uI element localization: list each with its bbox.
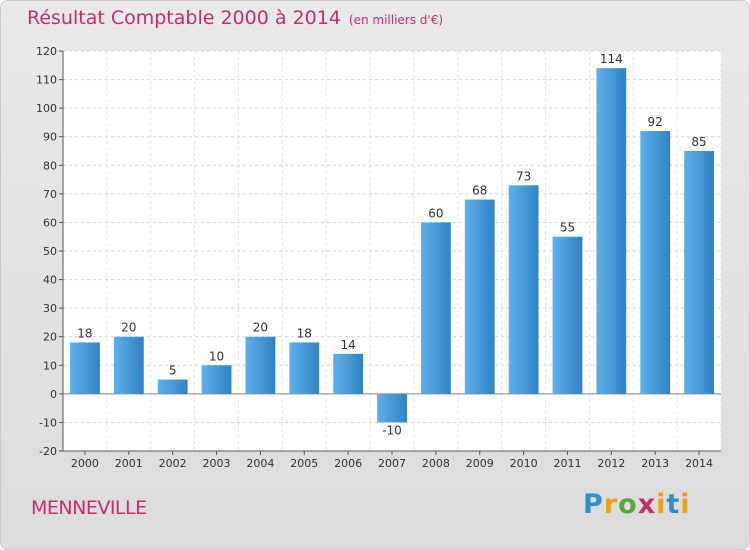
- data-label: 114: [600, 52, 623, 66]
- chart-title: Résultat Comptable 2000 à 2014 (en millie…: [27, 7, 443, 29]
- data-label: 14: [340, 338, 355, 352]
- logo-letter: i: [656, 489, 667, 520]
- y-tick-label: 40: [43, 274, 57, 287]
- data-label: 73: [516, 169, 531, 183]
- x-tick-label: 2001: [115, 457, 143, 470]
- x-tick-label: 2009: [466, 457, 494, 470]
- data-label: 55: [560, 221, 575, 235]
- y-tick-label: 70: [43, 188, 57, 201]
- y-tick-label: 100: [36, 102, 57, 115]
- x-tick-label: 2000: [71, 457, 99, 470]
- bar: [113, 336, 144, 394]
- data-label: 18: [77, 326, 92, 340]
- y-tick-label: 50: [43, 245, 57, 258]
- data-label: 20: [253, 321, 268, 335]
- x-tick-label: 2011: [553, 457, 581, 470]
- bar: [333, 353, 364, 394]
- y-tick-label: 10: [43, 359, 57, 372]
- data-label: 18: [297, 326, 312, 340]
- data-label: 20: [121, 321, 136, 335]
- data-label: 92: [648, 115, 663, 129]
- x-tick-label: 2014: [685, 457, 713, 470]
- data-label: 10: [209, 349, 224, 363]
- x-tick-label: 2005: [290, 457, 318, 470]
- logo-letter: r: [603, 489, 619, 520]
- bar: [201, 365, 232, 394]
- bar: [640, 131, 671, 394]
- y-tick-label: 80: [43, 159, 57, 172]
- y-tick-label: 60: [43, 216, 57, 229]
- bar: [552, 236, 583, 394]
- bar: [464, 199, 495, 394]
- data-label: 68: [472, 184, 487, 198]
- data-label: 60: [428, 206, 443, 220]
- y-tick-label: -10: [39, 416, 57, 429]
- x-tick-label: 2008: [422, 457, 450, 470]
- bar: [420, 222, 451, 394]
- chart-subtitle: (en milliers d'€): [348, 13, 444, 27]
- bar: [377, 393, 407, 423]
- logo-letter: o: [618, 489, 638, 520]
- x-tick-label: 2006: [334, 457, 362, 470]
- data-label: 85: [691, 135, 706, 149]
- y-tick-label: 20: [43, 331, 57, 344]
- x-tick-label: 2003: [203, 457, 231, 470]
- proxiti-logo[interactable]: Proxiti: [583, 489, 691, 520]
- logo-letter: x: [637, 489, 657, 520]
- y-tick-label: 0: [50, 388, 57, 401]
- bar: [70, 342, 100, 394]
- logo-letter: i: [680, 489, 691, 520]
- bar: [596, 68, 627, 394]
- y-tick-label: 120: [36, 45, 57, 58]
- commune-name: MENNEVILLE: [31, 497, 147, 519]
- x-tick-label: 2004: [246, 457, 274, 470]
- x-tick-label: 2007: [378, 457, 406, 470]
- bar: [508, 185, 539, 394]
- bar: [684, 151, 714, 394]
- y-tick-label: -20: [39, 445, 57, 458]
- y-tick-label: 110: [36, 74, 57, 87]
- logo-letter: t: [666, 489, 681, 520]
- x-tick-label: 2012: [597, 457, 625, 470]
- y-tick-label: 30: [43, 302, 57, 315]
- x-tick-label: 2002: [159, 457, 187, 470]
- data-label: -10: [382, 423, 402, 437]
- data-label: 5: [169, 364, 177, 378]
- x-tick-label: 2013: [641, 457, 669, 470]
- bar: [289, 342, 320, 394]
- x-tick-label: 2010: [510, 457, 538, 470]
- bar: [245, 336, 276, 394]
- y-tick-label: 90: [43, 131, 57, 144]
- chart-title-text: Résultat Comptable 2000 à 2014: [27, 7, 341, 29]
- logo-letter: P: [583, 489, 604, 520]
- bar: [157, 379, 188, 394]
